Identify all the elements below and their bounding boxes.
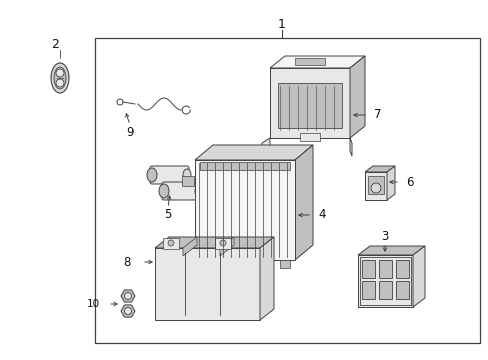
Circle shape xyxy=(168,240,174,246)
Polygon shape xyxy=(357,246,424,255)
Bar xyxy=(299,133,319,141)
Polygon shape xyxy=(195,160,294,260)
Polygon shape xyxy=(412,246,424,307)
Circle shape xyxy=(56,79,64,87)
Bar xyxy=(215,238,230,249)
Polygon shape xyxy=(121,305,135,317)
Bar xyxy=(280,260,289,268)
Text: 2: 2 xyxy=(51,37,59,50)
Bar xyxy=(364,172,386,200)
Polygon shape xyxy=(155,237,273,248)
Text: 8: 8 xyxy=(123,256,130,269)
Bar xyxy=(361,260,374,278)
Circle shape xyxy=(124,292,131,300)
Polygon shape xyxy=(349,56,364,138)
Text: 1: 1 xyxy=(278,18,285,31)
Bar xyxy=(278,83,341,128)
Bar xyxy=(395,281,408,299)
Polygon shape xyxy=(195,145,312,160)
Polygon shape xyxy=(364,166,394,172)
Text: 6: 6 xyxy=(405,175,413,189)
Polygon shape xyxy=(269,56,364,68)
Bar xyxy=(395,260,408,278)
Polygon shape xyxy=(220,237,234,256)
Bar xyxy=(294,58,325,65)
Polygon shape xyxy=(121,290,135,302)
Bar xyxy=(95,38,479,343)
Polygon shape xyxy=(262,138,269,156)
Polygon shape xyxy=(260,237,273,320)
Text: 5: 5 xyxy=(164,208,171,221)
Bar xyxy=(367,176,383,194)
Text: 9: 9 xyxy=(126,126,134,139)
Ellipse shape xyxy=(195,185,203,197)
FancyBboxPatch shape xyxy=(150,166,189,184)
Ellipse shape xyxy=(51,63,69,93)
Bar xyxy=(357,255,412,307)
Ellipse shape xyxy=(159,184,169,198)
Text: 3: 3 xyxy=(381,230,388,243)
Circle shape xyxy=(220,240,225,246)
Ellipse shape xyxy=(54,67,66,89)
Polygon shape xyxy=(386,166,394,200)
Bar xyxy=(163,238,179,249)
Polygon shape xyxy=(349,138,351,156)
Polygon shape xyxy=(183,237,197,256)
Polygon shape xyxy=(269,68,349,138)
Bar xyxy=(359,257,410,305)
Polygon shape xyxy=(294,145,312,260)
Text: 10: 10 xyxy=(86,299,100,309)
Text: 4: 4 xyxy=(317,208,325,221)
FancyBboxPatch shape xyxy=(162,182,201,200)
Bar xyxy=(182,176,194,186)
Circle shape xyxy=(56,69,64,77)
Bar xyxy=(200,260,209,268)
Ellipse shape xyxy=(183,169,191,181)
Bar xyxy=(155,248,260,320)
Circle shape xyxy=(124,307,131,315)
Ellipse shape xyxy=(147,168,157,182)
Bar xyxy=(378,260,391,278)
Bar xyxy=(361,281,374,299)
Circle shape xyxy=(370,183,380,193)
Bar xyxy=(200,162,289,170)
Text: 7: 7 xyxy=(373,108,381,122)
Bar xyxy=(378,281,391,299)
